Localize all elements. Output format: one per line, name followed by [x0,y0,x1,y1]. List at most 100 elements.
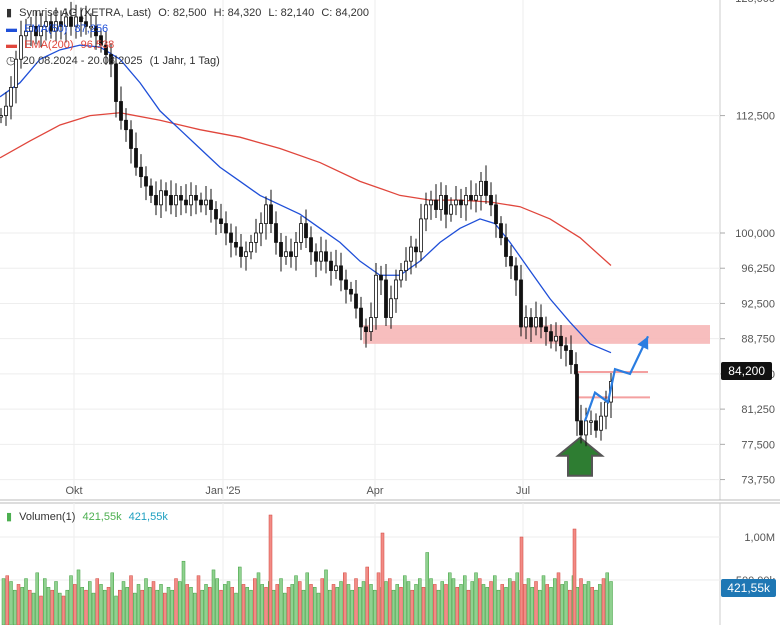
volume-bar [114,595,118,625]
volume-bar [560,584,564,625]
candle-body [369,317,373,333]
price-axis: 125,000 112,500 100,000 96,250 92,500 88,750 8… [720,0,775,487]
volume-bar [504,587,508,625]
volume-bar [553,578,557,625]
candle-body [549,331,553,342]
candle-body [459,199,463,206]
candle-body [99,35,103,46]
candle-body [449,204,453,215]
ema200-line [0,112,612,267]
symbol-line: ▮ Symrise AG (XETRA, Last) O: 82,500 H: … [6,6,373,20]
candle-body [569,350,573,365]
volume-bar [354,578,358,625]
volume-value-2: 421,55k [128,511,168,523]
volume-bar [594,589,598,625]
volume-bar [365,566,369,625]
range-label: 20.08.2024 - 20.08.2025 [22,55,143,67]
candle-body [379,274,383,281]
candles-icon: ▮ [6,7,13,19]
volume-bar [605,572,609,625]
volume-bar [65,589,69,625]
volume-bar [376,572,381,625]
volume-bar [28,589,32,625]
price-tick-label: 125,000 [735,0,775,5]
range-detail: (1 Jahr, 1 Tag) [149,55,220,67]
candle-body [204,199,208,206]
volume-bar [572,528,577,625]
candle-body [589,420,593,423]
volume-bar [166,587,171,625]
candle-body [114,63,118,102]
candle-body [575,373,579,422]
volume-bar [335,587,339,625]
candle-body [169,195,173,206]
volume-bar [95,578,99,625]
volume-bar [148,587,152,625]
candle-body [139,166,143,178]
ema200-value: 96,538 [80,39,115,51]
candle-body [484,180,488,196]
volume-bar [598,584,602,625]
candle-body [584,420,588,436]
volume-bar [88,581,92,625]
candle-body [194,195,198,201]
open-value: O: 82,500 [158,7,207,19]
volume-bar [84,589,88,625]
volume-bar [200,589,204,625]
volume-bar [556,572,561,625]
volume-bar [144,578,148,625]
volume-bar [470,581,474,625]
candle-body [359,307,363,328]
candle-body [504,237,508,257]
candle-body [444,195,448,215]
candle-body [524,317,528,328]
volume-bar [189,587,193,625]
volume-bar [133,592,137,625]
candle-body [329,260,333,271]
volume-bar [549,587,553,625]
up-arrow-icon [555,436,605,477]
volume-bar [73,584,77,625]
symbol-name: Symrise AG (XETRA, Last) [19,7,152,19]
candle-body [154,195,158,206]
candle-body [494,204,498,225]
volume-bar [433,584,437,625]
candle-body [294,241,298,257]
candle-body [579,420,583,436]
volume-bar [320,578,324,625]
candle-body [234,241,238,248]
candle-body [184,199,188,206]
ema200-label: EMA(200) [24,39,74,51]
volume-bar [204,584,208,625]
volume-bar [230,587,234,625]
candle-body [54,21,58,32]
volume-bar [489,581,493,625]
time-tick-label: Jan '25 [205,485,240,497]
price-tick-label: 81,250 [741,404,775,416]
volume-bar [545,584,549,625]
volume-bar [455,587,459,625]
volume-bar [298,581,302,625]
candle-body [324,251,328,262]
volume-bar [170,589,174,625]
volume-bar [436,589,441,625]
candle-body [89,25,93,29]
volume-bar [245,587,249,625]
candle-body [509,256,513,267]
candle-body [514,265,518,281]
volume-bar [219,589,223,625]
volume-bar [309,584,313,625]
volume-bar [399,587,403,625]
candle-body [529,317,533,328]
time-tick-label: Jul [516,485,530,497]
candle-body [64,16,68,27]
clock-icon: ◷ [6,55,16,67]
volume-tick-label: 1,00M [744,532,775,544]
price-tick-label: 92,500 [741,298,775,310]
candle-body [104,44,108,55]
volume-bar [511,581,516,625]
volume-bar [316,592,321,625]
volume-bar [481,584,486,625]
volume-bar [444,584,448,625]
